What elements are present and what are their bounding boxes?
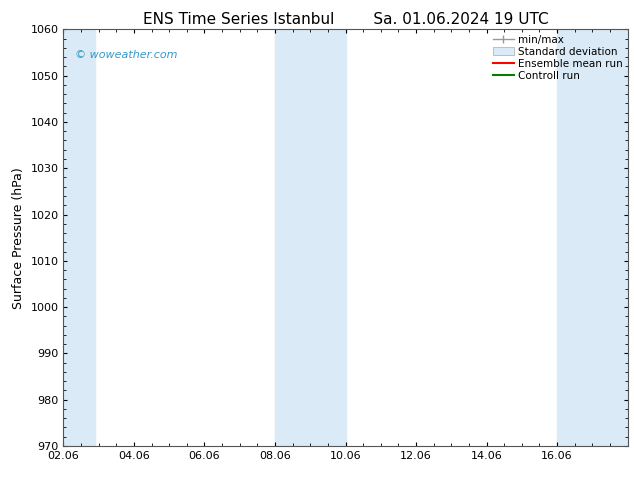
Text: © woweather.com: © woweather.com: [75, 50, 177, 60]
Title: ENS Time Series Istanbul        Sa. 01.06.2024 19 UTC: ENS Time Series Istanbul Sa. 01.06.2024 …: [143, 12, 548, 27]
Bar: [63, 29, 95, 446]
Bar: [275, 29, 346, 446]
Legend: min/max, Standard deviation, Ensemble mean run, Controll run: min/max, Standard deviation, Ensemble me…: [489, 31, 626, 84]
Y-axis label: Surface Pressure (hPa): Surface Pressure (hPa): [12, 167, 25, 309]
Bar: [557, 29, 628, 446]
